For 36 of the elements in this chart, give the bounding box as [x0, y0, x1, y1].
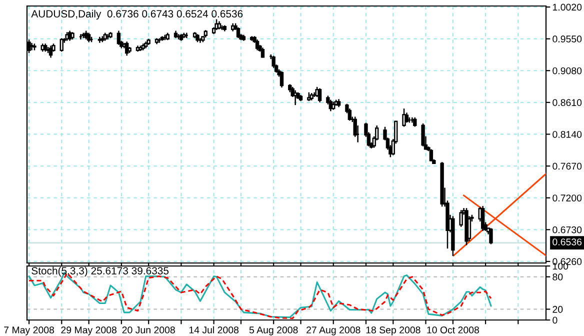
- candlestick: [421, 123, 425, 146]
- candlestick: [318, 88, 322, 102]
- candlestick: [429, 149, 434, 162]
- x-tick-label: 20 Jun 2008: [122, 326, 175, 334]
- y-tick-label: 0.8140: [552, 130, 582, 138]
- candlestick: [236, 27, 240, 38]
- x-tick-label: 18 Sep 2008: [366, 326, 420, 336]
- y-tick-label: 0.7200: [552, 194, 582, 202]
- y-tick-label: 0.7670: [552, 162, 582, 170]
- y-tick-label: 0.6260: [552, 258, 582, 266]
- y-tick-label: 0.9080: [552, 67, 582, 74]
- y-tick-label: 0.9550: [552, 36, 582, 42]
- y-tick-label: 1.0020: [552, 4, 582, 11]
- y-tick-label: 20: [552, 306, 563, 313]
- x-tick-label: 7 May 2008: [4, 326, 54, 336]
- y-tick-label: 0.6730: [552, 226, 582, 234]
- candlestick: [98, 36, 102, 43]
- candlestick: [60, 38, 64, 52]
- y-tick-label: 100: [552, 262, 568, 270]
- chart-title: AUDUSD,Daily 0.6736 0.6743 0.6524 0.6536: [31, 10, 243, 20]
- chart-title: Stoch(5,3,3) 25.6173 39.6335: [32, 266, 169, 277]
- y-tick-label: 0.8610: [552, 99, 582, 106]
- ref-line-label: 0.6536: [552, 238, 582, 246]
- candlestick: [489, 228, 493, 244]
- candlestick: [280, 71, 284, 88]
- y-tick-label: 80: [552, 274, 563, 280]
- candlestick: [480, 206, 485, 231]
- x-tick-label: 29 May 2008: [61, 326, 117, 336]
- x-tick-label: 5 Aug 2008: [249, 326, 298, 336]
- y-tick-label: 0: [552, 316, 558, 324]
- x-tick-label: 27 Aug 2008: [306, 326, 360, 336]
- x-tick-label: 14 Jul 2008: [189, 326, 239, 334]
- candlestick: [402, 108, 406, 127]
- x-tick-label: 10 Oct 2008: [427, 326, 479, 334]
- candlestick: [30, 42, 34, 50]
- candlestick: [214, 19, 218, 30]
